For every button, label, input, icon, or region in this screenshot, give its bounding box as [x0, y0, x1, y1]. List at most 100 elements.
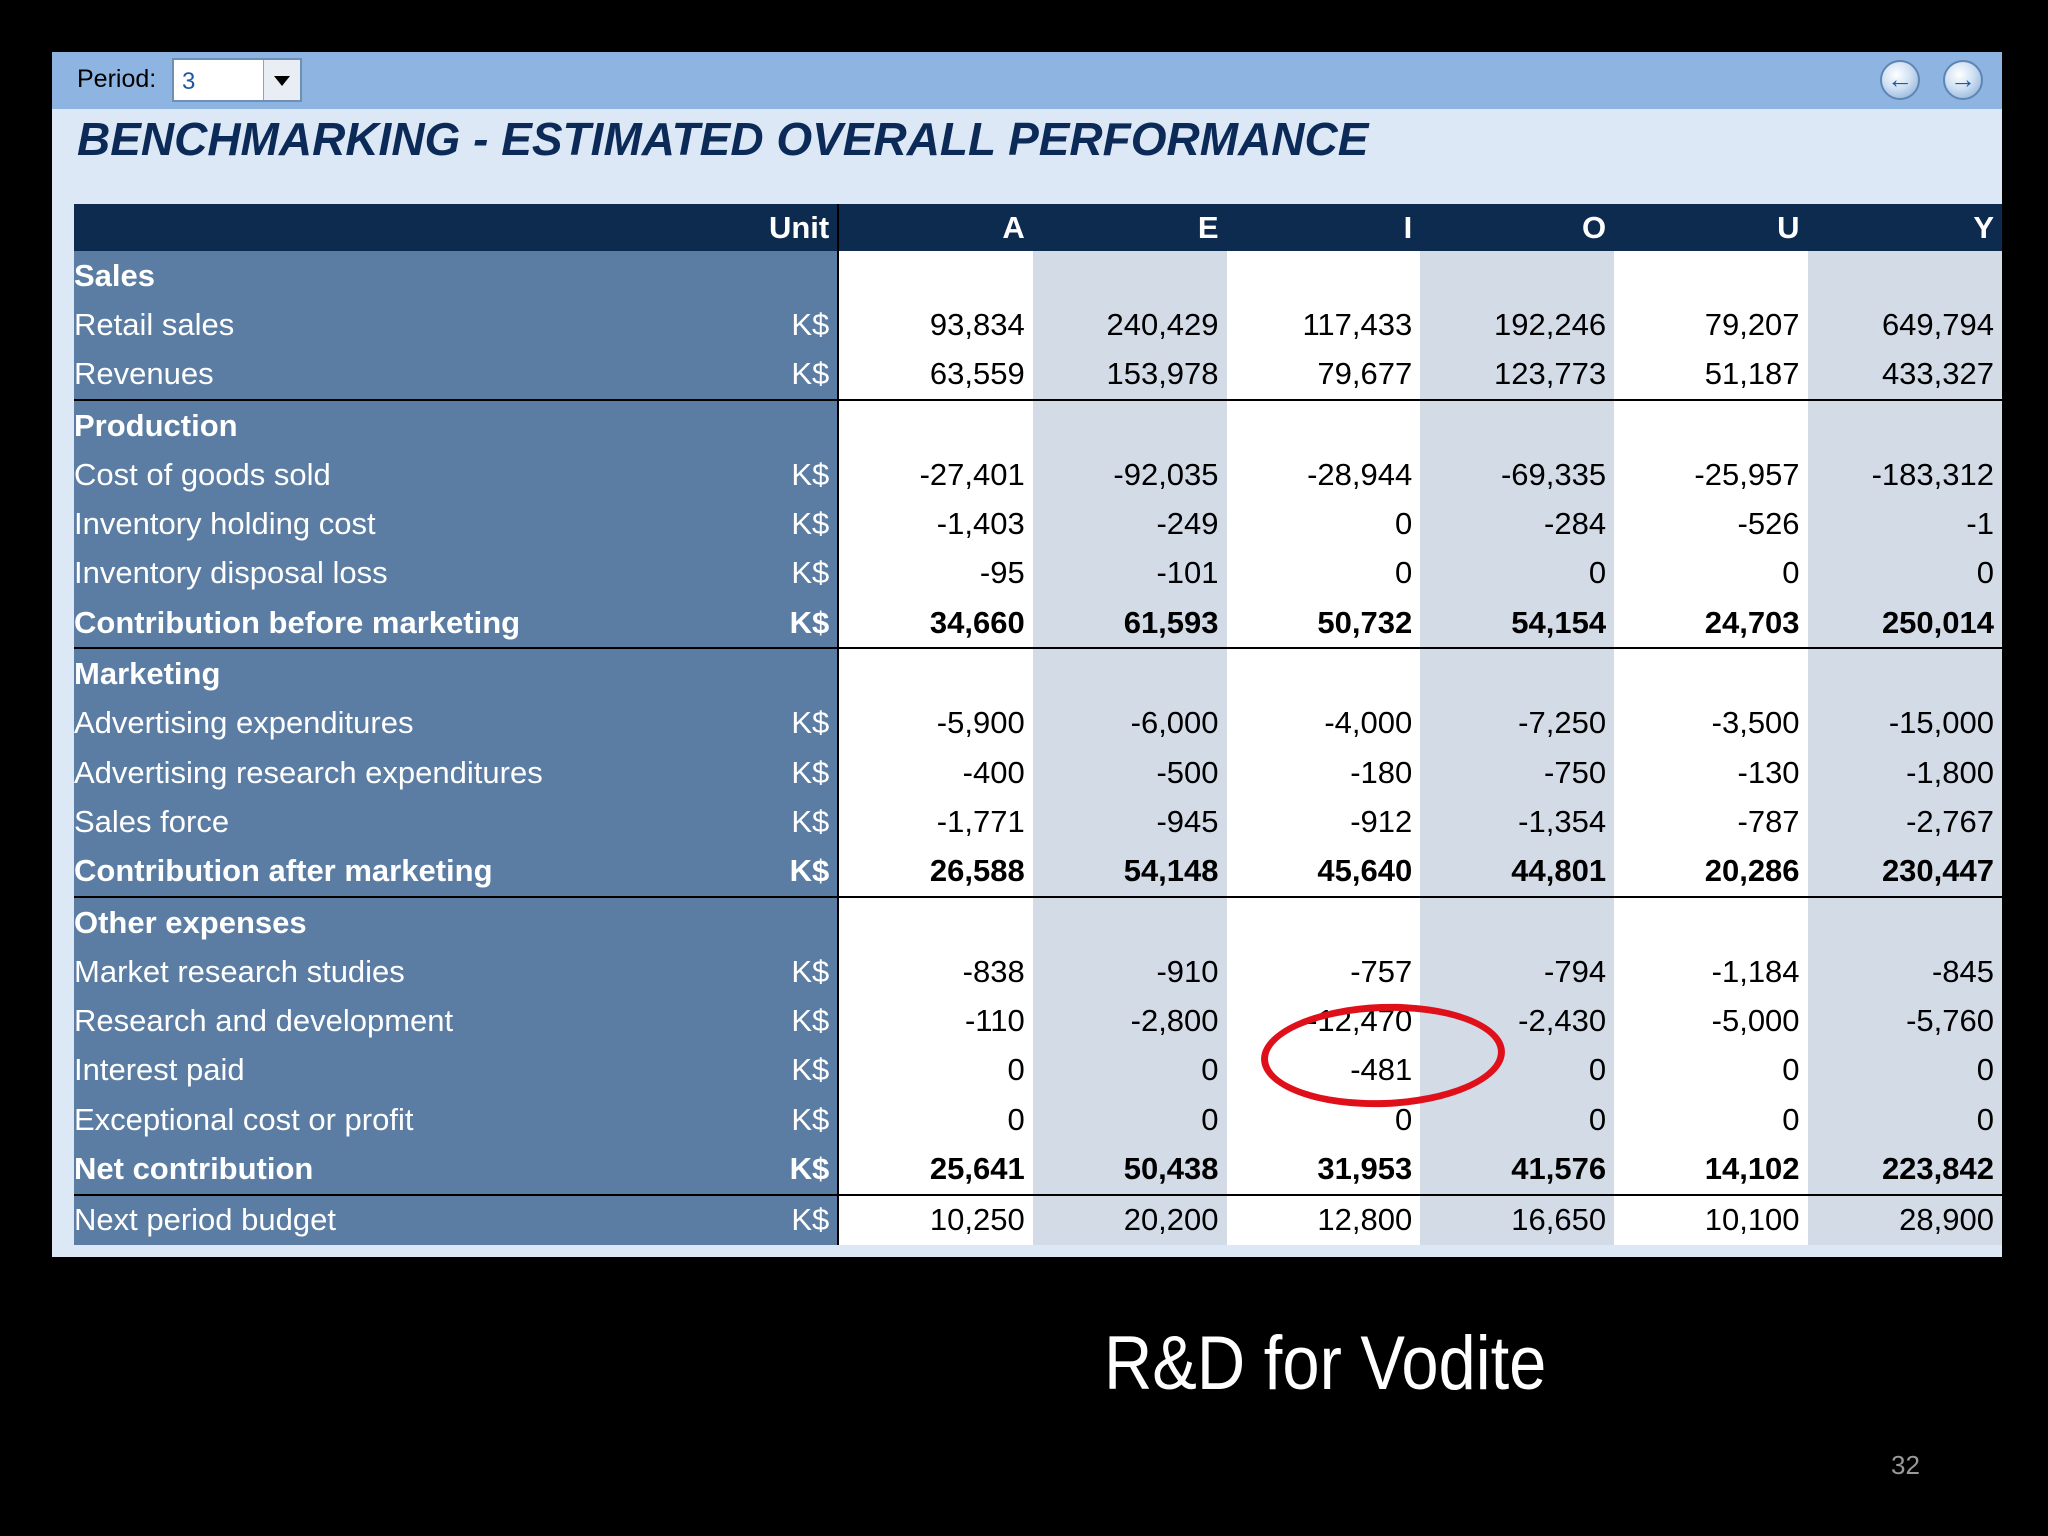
cell-e: 20,200: [1032, 1193, 1227, 1245]
cell-a: -5,900: [838, 698, 1033, 748]
cell-i: 12,800: [1226, 1193, 1421, 1245]
cell-o: -750: [1420, 747, 1615, 798]
table-row: Net contribution K$ 25,641 50,438 31,953 41,5…: [74, 1144, 2002, 1196]
cell-u: 79,207: [1614, 300, 1808, 350]
row-unit: K$: [750, 947, 840, 997]
cell-i: -912: [1226, 797, 1421, 847]
cell-a: -838: [838, 947, 1033, 997]
column-header-y: Y: [1807, 204, 2002, 251]
table-row: Research and development K$ -110 -2,800 -12,…: [74, 996, 2002, 1046]
cell-y: -15,000: [1807, 698, 2002, 748]
row-label: Revenues: [74, 349, 751, 401]
arrow-left-icon: ←: [1887, 64, 1913, 94]
cell-y: 28,900: [1807, 1193, 2002, 1245]
cell-u: [1614, 251, 1808, 301]
table-row: Sales force K$ -1,771 -945 -912 -1,354 -787 -2,…: [74, 797, 2002, 847]
row-unit: K$: [750, 349, 840, 401]
row-label: Contribution after marketing: [74, 846, 751, 898]
cell-a: -400: [838, 747, 1033, 798]
page-number: 32: [1891, 1450, 1920, 1480]
cell-e: -910: [1032, 947, 1227, 997]
row-label: Marketing: [74, 648, 751, 699]
cell-e: 0: [1032, 1045, 1227, 1096]
row-unit: K$: [750, 548, 840, 599]
cell-e: -101: [1032, 548, 1227, 599]
cell-y: -845: [1807, 947, 2002, 997]
cell-i: -180: [1226, 747, 1421, 798]
cell-i: -757: [1226, 947, 1421, 997]
cell-u: -130: [1614, 747, 1808, 798]
cell-e: 61,593: [1032, 598, 1227, 650]
period-select[interactable]: 3: [172, 58, 302, 102]
cell-a: -110: [838, 996, 1033, 1046]
row-label: Sales force: [74, 797, 751, 847]
cell-y: -1: [1807, 499, 2002, 549]
cell-u: -1,184: [1614, 947, 1808, 997]
cell-a: -95: [838, 548, 1033, 599]
cell-u: 24,703: [1614, 598, 1808, 650]
cell-e: -500: [1032, 747, 1227, 798]
row-label: Market research studies: [74, 947, 751, 997]
cell-i: [1226, 399, 1421, 451]
cell-u: 10,100: [1614, 1193, 1808, 1245]
column-header-i: I: [1226, 204, 1421, 251]
row-unit: K$: [750, 846, 840, 898]
cell-e: 153,978: [1032, 349, 1227, 401]
row-label: Research and development: [74, 996, 751, 1046]
column-header-u: U: [1614, 204, 1808, 251]
cell-o: 16,650: [1420, 1193, 1615, 1245]
cell-o: 0: [1420, 1095, 1615, 1145]
cell-o: 0: [1420, 1045, 1615, 1096]
cell-y: -2,767: [1807, 797, 2002, 847]
row-unit: K$: [750, 1193, 840, 1245]
benchmark-panel: Period: 3 ← → BENCHMARKING - ESTIMATED O…: [52, 52, 2002, 1257]
row-label: Production: [74, 399, 751, 451]
cell-u: 0: [1614, 548, 1808, 599]
cell-u: -25,957: [1614, 450, 1808, 500]
cell-y: [1807, 896, 2002, 948]
table-row: Inventory holding cost K$ -1,403 -249 0 -284-…: [74, 499, 2002, 549]
cell-i: 79,677: [1226, 349, 1421, 401]
cell-a: 10,250: [838, 1193, 1033, 1245]
cell-i: 0: [1226, 499, 1421, 549]
row-label: Interest paid: [74, 1045, 751, 1096]
cell-a: [838, 399, 1033, 451]
cell-y: 0: [1807, 1045, 2002, 1096]
cell-i: [1226, 251, 1421, 301]
table-row: Contribution after marketing K$ 26,588 54,1…: [74, 846, 2002, 898]
cell-a: [838, 648, 1033, 699]
row-unit: K$: [750, 747, 840, 798]
cell-o: -794: [1420, 947, 1615, 997]
table-row: Sales: [74, 251, 2002, 301]
cell-a: -1,403: [838, 499, 1033, 549]
table-row: Retail sales K$ 93,834 240,429 117,433 192,24…: [74, 300, 2002, 350]
column-header-e: E: [1032, 204, 1227, 251]
cell-y: -5,760: [1807, 996, 2002, 1046]
cell-y: [1807, 648, 2002, 699]
cell-a: -1,771: [838, 797, 1033, 847]
cell-e: 50,438: [1032, 1144, 1227, 1196]
row-label: Contribution before marketing: [74, 598, 751, 650]
cell-i: -28,944: [1226, 450, 1421, 500]
cell-e: [1032, 251, 1227, 301]
cell-a: -27,401: [838, 450, 1033, 500]
table-row: Exceptional cost or profit K$ 0 0 0 0 0 0: [74, 1095, 2002, 1145]
row-label: Next period budget: [74, 1193, 751, 1245]
cell-u: [1614, 648, 1808, 699]
row-unit: K$: [750, 300, 840, 350]
cell-u: 51,187: [1614, 349, 1808, 401]
cell-a: 93,834: [838, 300, 1033, 350]
row-unit: K$: [750, 1095, 840, 1145]
cell-e: -6,000: [1032, 698, 1227, 748]
slide-caption: R&D for Vodite: [1104, 1321, 1547, 1406]
cell-e: 0: [1032, 1095, 1227, 1145]
previous-button[interactable]: ←: [1880, 60, 1920, 100]
next-button[interactable]: →: [1943, 60, 1983, 100]
cell-y: 223,842: [1807, 1144, 2002, 1196]
cell-a: 0: [838, 1045, 1033, 1096]
row-unit: K$: [750, 797, 840, 847]
chevron-down-icon[interactable]: [263, 60, 300, 100]
row-label: Cost of goods sold: [74, 450, 751, 500]
cell-o: -69,335: [1420, 450, 1615, 500]
table-row: Advertising expenditures K$ -5,900 -6,000 -4…: [74, 698, 2002, 748]
